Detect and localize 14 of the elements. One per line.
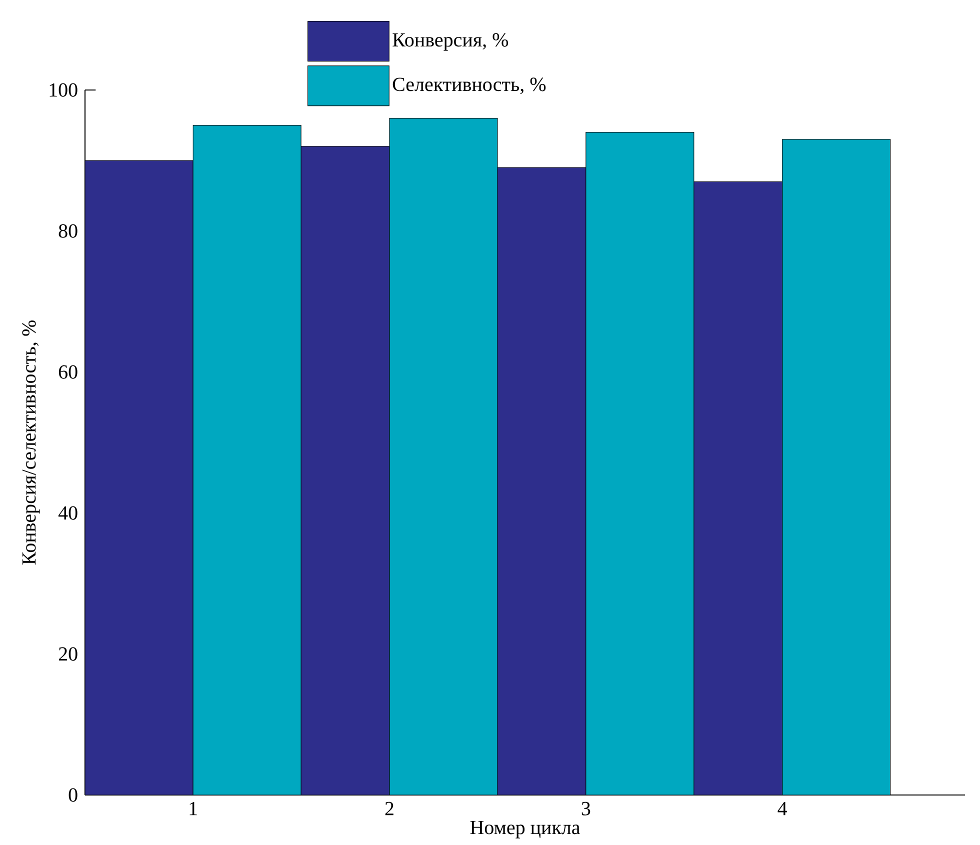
y-tick-label: 0 <box>68 788 78 802</box>
y-tick-label: 60 <box>58 365 78 379</box>
x-tick-label: 3 <box>582 802 590 816</box>
y-tick-label: 40 <box>58 506 78 520</box>
x-axis-title: Номер цикла <box>470 820 580 838</box>
y-tick-label: 80 <box>58 224 78 238</box>
x-tick-label: 1 <box>190 802 197 816</box>
y-axis-title: Конверсия/селективность, % <box>22 320 40 565</box>
y-tick-label: 100 <box>50 83 78 97</box>
y-tick-label: 20 <box>58 647 78 661</box>
legend-label: Селективность, % <box>392 78 546 94</box>
x-tick-label: 4 <box>778 802 788 816</box>
legend-label: Конверсия, % <box>392 33 508 51</box>
x-tick-label: 2 <box>385 802 394 816</box>
